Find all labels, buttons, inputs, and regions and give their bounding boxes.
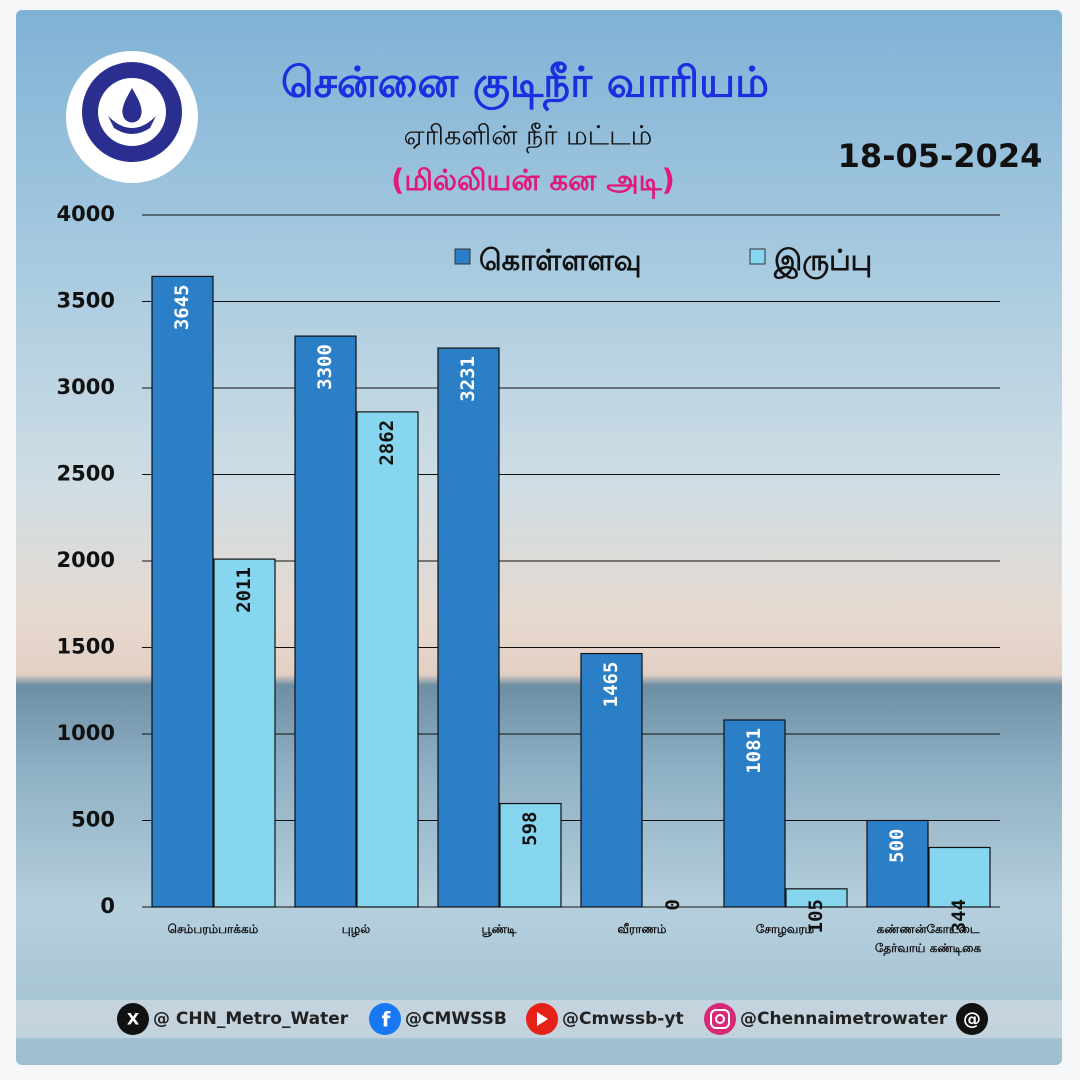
bar (928, 846, 991, 908)
legend-swatch (454, 248, 471, 265)
footer: X f @ @ CHN_Metro_Water @CMWSSB @Cmwssb-… (16, 1000, 1062, 1038)
value-label: 500 (886, 829, 908, 863)
chart-subtitle: ஏரிகளின் நீர் மட்டம் (404, 121, 653, 154)
x-tick-label: பூண்டி (481, 922, 517, 936)
y-tick-label: 2500 (57, 462, 115, 486)
svg-text:@: @ (963, 1009, 981, 1030)
chart-title: சென்னை குடிநீர் வாரியம் (281, 58, 769, 112)
value-label: 105 (805, 899, 827, 933)
value-label: 0 (662, 899, 684, 910)
bar (785, 888, 848, 908)
footer-handle: @Chennaimetrowater (740, 1009, 948, 1029)
bar (356, 411, 419, 908)
bar (723, 719, 786, 908)
y-tick-label: 2000 (57, 548, 115, 572)
bar (499, 802, 562, 908)
y-tick-label: 500 (71, 808, 115, 832)
x-tick-label: கண்ணன்கோட்டை தேர்வாய் கண்டிகை (874, 922, 982, 955)
value-label: 344 (948, 899, 970, 933)
value-label: 3300 (314, 344, 336, 390)
footer-handle: @CMWSSB (405, 1009, 507, 1029)
value-label: 2011 (233, 567, 255, 613)
bar (151, 275, 214, 908)
unit-label: (மில்லியன் கன அடி) (391, 163, 675, 199)
x-tick-label: புழல் (341, 922, 371, 936)
bar (580, 652, 643, 908)
y-tick-label: 3000 (57, 375, 115, 399)
date: 18-05-2024 (838, 137, 1043, 175)
x-tick-label: சோழவரம் (755, 922, 815, 936)
footer-handle: @ CHN_Metro_Water (153, 1009, 349, 1029)
legend-label: கொள்ளளவு (479, 243, 642, 278)
y-tick-label: 1500 (57, 635, 115, 659)
y-tick-label: 0 (100, 894, 115, 918)
x-tick-label: செம்பரம்பாக்கம் (167, 922, 259, 936)
svg-text:X: X (127, 1010, 140, 1029)
y-tick-label: 4000 (57, 202, 115, 226)
value-label: 3231 (457, 356, 479, 402)
svg-text:f: f (382, 1008, 391, 1032)
value-label: 1081 (743, 728, 765, 774)
bar (294, 335, 357, 908)
y-tick-label: 3500 (57, 289, 115, 313)
value-label: 2862 (376, 420, 398, 466)
legend-swatch (749, 248, 766, 265)
y-tick-label: 1000 (57, 721, 115, 745)
value-label: 3645 (171, 284, 193, 330)
bar (437, 347, 500, 908)
footer-handle: @Cmwssb-yt (562, 1009, 684, 1029)
value-label: 598 (519, 812, 541, 846)
legend-label: இருப்பு (773, 243, 872, 280)
x-tick-label: வீராணம் (617, 922, 667, 936)
bar (866, 819, 929, 908)
bar (213, 558, 276, 908)
logo (66, 51, 198, 183)
value-label: 1465 (600, 662, 622, 708)
